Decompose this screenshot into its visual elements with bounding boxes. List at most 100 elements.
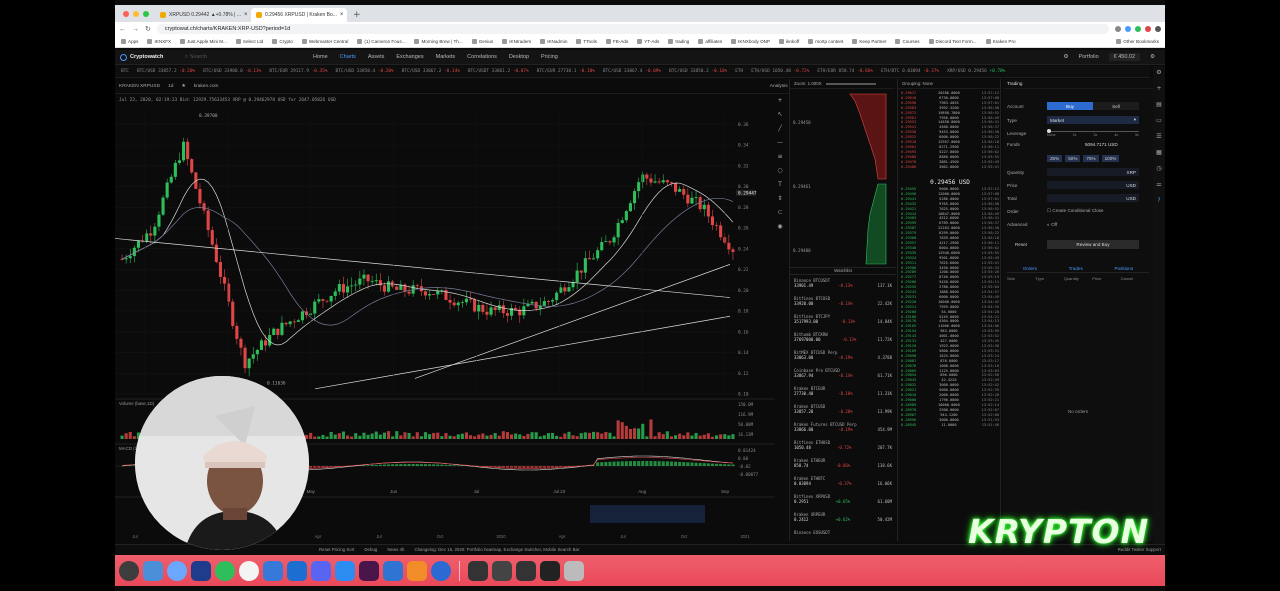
balance-badge[interactable]: € 450.02 bbox=[1108, 53, 1141, 61]
leverage-slider[interactable]: None 2x 3x 4x 5x bbox=[1047, 129, 1139, 138]
messages-icon[interactable] bbox=[215, 560, 235, 581]
percent-button[interactable]: 75% bbox=[1083, 155, 1099, 162]
bid-row[interactable]: 0.29441 5286.0000 13:57:01 bbox=[901, 197, 999, 202]
add-icon[interactable]: + bbox=[1156, 85, 1162, 92]
sliders-icon[interactable]: ⚌ bbox=[1156, 181, 1162, 188]
ticker-item[interactable]: BTC bbox=[121, 69, 129, 74]
percent-button[interactable]: 100% bbox=[1101, 155, 1120, 162]
ticker-item[interactable]: BTC/EUR 29117.9 -0.35% bbox=[269, 69, 327, 74]
magnet-icon[interactable]: ⊂ bbox=[777, 209, 783, 216]
bid-row[interactable]: 0.29010 2000.0000 13:52:28 bbox=[901, 393, 999, 398]
close-tab-icon[interactable]: × bbox=[243, 12, 248, 18]
ticker-item[interactable]: BTC/USD 33858.4 -0.20% bbox=[336, 69, 394, 74]
forward-icon[interactable]: → bbox=[132, 25, 139, 33]
bid-row[interactable]: 0.29379 6299.0000 13:56:22 bbox=[901, 231, 999, 236]
help-icon[interactable]: ? bbox=[1157, 197, 1161, 204]
bookmark-item[interactable]: Kraken Pro bbox=[986, 39, 1016, 44]
maximize-window-icon[interactable] bbox=[143, 11, 149, 17]
portfolio-button[interactable]: Portfolio bbox=[1078, 54, 1099, 60]
chrome-icon[interactable] bbox=[239, 560, 259, 581]
nav-item-exchanges[interactable]: Exchanges bbox=[396, 54, 424, 60]
tab-orders[interactable]: Orders bbox=[1022, 265, 1037, 271]
bid-row[interactable]: 0.29311 7625.6000 13:55:41 bbox=[901, 261, 999, 266]
bookmark-item[interactable]: Morning Brew | Th... bbox=[414, 39, 462, 44]
bid-row[interactable]: 0.29200 54.0000 13:54:28 bbox=[901, 310, 999, 315]
bookmark-item[interactable]: Discord Text Form... bbox=[929, 39, 977, 44]
ask-row[interactable]: 0.29501 6271.2900 13:56:11 bbox=[901, 145, 999, 150]
bookmark-item[interactable]: IKNXFX bbox=[147, 39, 171, 44]
order-type-select[interactable]: Market ▾ bbox=[1047, 116, 1139, 124]
bookmark-item[interactable]: Keep Partner bbox=[852, 39, 886, 44]
bid-row[interactable]: 0.29154 983.0000 13:53:59 bbox=[901, 329, 999, 334]
watchlist-item[interactable]: BitMEX BTCUSD Perp 33863.00 -0.19% 4.378B bbox=[794, 350, 892, 360]
ticker-item[interactable]: BTC/USDT 33861.2 -0.07% bbox=[468, 69, 529, 74]
bid-row[interactable]: 0.29368 7639.0000 13:56:18 bbox=[901, 236, 999, 241]
screen-icon[interactable] bbox=[335, 560, 355, 581]
watchlist-item[interactable]: Binance EOSUSDT bbox=[794, 530, 892, 535]
ask-row[interactable]: 0.29522 6000.0000 13:56:22 bbox=[901, 135, 999, 140]
price-input[interactable]: USD bbox=[1047, 181, 1139, 189]
bid-row[interactable]: 0.29131 427.0000 13:53:45 bbox=[901, 339, 999, 344]
discord-icon[interactable] bbox=[311, 560, 331, 581]
ask-row[interactable]: 0.29553 14658.0000 13:56:41 bbox=[901, 120, 999, 125]
bid-row[interactable]: 0.29255 2780.0000 13:55:04 bbox=[901, 285, 999, 290]
ask-row[interactable]: 0.29530 9453.0000 13:56:30 bbox=[901, 130, 999, 135]
bookmark-item[interactable]: FB-Ads bbox=[606, 39, 628, 44]
reset-button[interactable]: Reset bbox=[1014, 242, 1027, 247]
watchlist-item[interactable]: Kraken ETHEUR 858.74 -0.66% 138.6K bbox=[794, 458, 892, 468]
bookmark-item[interactable]: Courses bbox=[895, 39, 919, 44]
bid-row[interactable]: 0.29054 896.0000 13:52:56 bbox=[901, 373, 999, 378]
bookmark-item[interactable]: IKNadmin bbox=[540, 39, 567, 44]
advanced-toggle[interactable]: ◐ Off bbox=[1047, 222, 1058, 227]
percent-button[interactable]: 25% bbox=[1047, 155, 1063, 162]
telegram-icon[interactable] bbox=[383, 560, 403, 581]
bid-row[interactable]: 0.29399 6789.0000 13:56:37 bbox=[901, 221, 999, 226]
bid-row[interactable]: 0.29143 4001.0000 13:53:52 bbox=[901, 334, 999, 339]
sell-button[interactable]: Sell bbox=[1093, 102, 1139, 110]
watchlist-item[interactable]: Kraken BTCEUR 27730.40 -0.18% 11.31K bbox=[794, 386, 892, 396]
watchlist-item[interactable]: Kraken Futures BTCUSD Perp 33866.00 -0.19%… bbox=[794, 422, 892, 432]
ticker-item[interactable]: ETH/USD 1050.48 -0.72% bbox=[751, 69, 809, 74]
bid-row[interactable]: 0.29243 1888.0000 13:54:57 bbox=[901, 290, 999, 295]
ask-row[interactable]: 0.29541 4568.0000 13:56:37 bbox=[901, 125, 999, 130]
vlc-icon[interactable] bbox=[407, 560, 427, 581]
bookmark-item[interactable]: trading bbox=[668, 39, 689, 44]
changelog-text[interactable]: Changelog: Dec 15, 2020: Portfolio heatm… bbox=[414, 547, 580, 552]
browser-tab-active[interactable]: 0.29456 XRPUSD | Kraken Bo... × bbox=[251, 8, 347, 22]
ask-row[interactable]: 0.29480 8880.0000 13:55:55 bbox=[901, 155, 999, 160]
settings-icon[interactable]: ⚙ bbox=[1063, 54, 1069, 60]
bookmark-item[interactable]: (1) Cameron Fous... bbox=[357, 39, 405, 44]
bid-row[interactable]: 0.29098 1625.0000 13:53:24 bbox=[901, 354, 999, 359]
watchlist-item[interactable]: Bitfinex XRPUSD 0.2951 +0.65% 61.60M bbox=[794, 494, 892, 504]
cursor-icon[interactable]: ↖ bbox=[777, 111, 783, 118]
fib-tool-icon[interactable]: ≡ bbox=[777, 153, 783, 160]
bookmark-item[interactable]: affiliates bbox=[698, 39, 722, 44]
chart-market-selector[interactable]: KRAKEN XRPUSD bbox=[119, 83, 161, 89]
ticker-item[interactable]: ETH/EUR 858.74 -0.66% bbox=[817, 69, 873, 74]
nav-item-desktop[interactable]: Desktop bbox=[508, 54, 530, 60]
gear-icon[interactable]: ⚙ bbox=[1150, 54, 1155, 60]
exchange-link[interactable]: kraken.com bbox=[193, 83, 219, 89]
bid-row[interactable]: 0.29277 8740.0000 13:55:19 bbox=[901, 275, 999, 280]
extension-icon[interactable] bbox=[1145, 26, 1151, 32]
chat-icon[interactable]: ▭ bbox=[1156, 117, 1162, 124]
news-button[interactable]: News 4h bbox=[387, 547, 405, 552]
add-icon[interactable]: + bbox=[777, 97, 783, 104]
ticker-item[interactable]: BTC/USD 33867.2 -0.14% bbox=[402, 69, 460, 74]
debug-button[interactable]: Debug bbox=[364, 547, 378, 552]
watchlist-item[interactable]: Kraken ETHBTC 0.03094 -0.37% 16.06K bbox=[794, 476, 892, 486]
nav-item-pricing[interactable]: Pricing bbox=[541, 54, 558, 60]
window-thumb-icon[interactable] bbox=[468, 560, 488, 581]
bid-row[interactable]: 0.29120 1923.0000 13:53:38 bbox=[901, 344, 999, 349]
quantity-input[interactable]: XRP bbox=[1047, 168, 1139, 176]
bid-row[interactable]: 0.29300 3450.0000 13:55:33 bbox=[901, 266, 999, 271]
watchlist-item[interactable]: Coinbase Pro BTCUSD 33867.94 -0.14% 61.71K bbox=[794, 368, 892, 378]
bookmark-item[interactable]: Webmaster Central bbox=[302, 39, 349, 44]
status-left[interactable]: Reset Pricing Sort bbox=[319, 547, 355, 552]
extension-icon[interactable] bbox=[1125, 26, 1131, 32]
ask-row[interactable]: 0.29596 7963.4055 13:57:01 bbox=[901, 101, 999, 106]
watchlist-item[interactable]: Bithumb BTCKRW 37697000.00 -0.13% 11.72K bbox=[794, 332, 892, 342]
ticker-item[interactable]: XRP/USD 0.29456 +0.78% bbox=[947, 69, 1005, 74]
horizontal-line-icon[interactable]: — bbox=[777, 139, 783, 146]
bid-row[interactable]: 0.29450 12000.0000 13:57:08 bbox=[901, 192, 999, 197]
